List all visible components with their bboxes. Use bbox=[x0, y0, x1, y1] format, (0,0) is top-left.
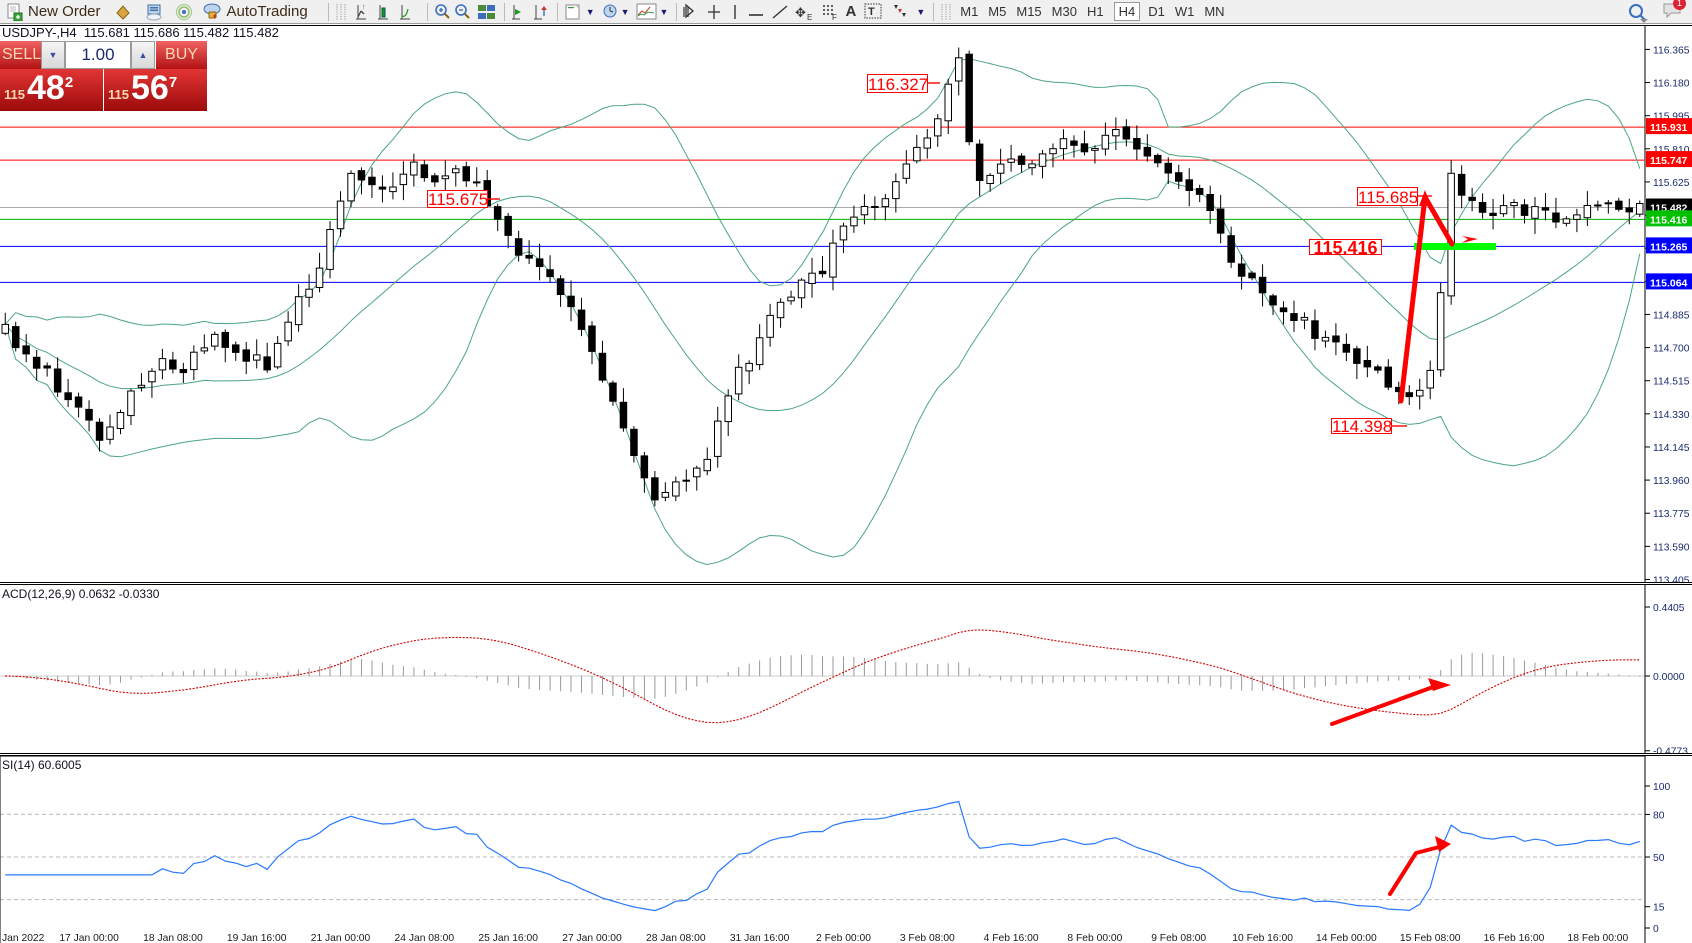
svg-text:10 Feb 16:00: 10 Feb 16:00 bbox=[1232, 933, 1293, 943]
svg-text:0.0000: 0.0000 bbox=[1653, 672, 1685, 683]
svg-text:0: 0 bbox=[1653, 924, 1659, 935]
svg-text:↑: ↑ bbox=[362, 4, 366, 11]
svg-text:50: 50 bbox=[1653, 853, 1665, 864]
svg-text:9 Feb 08:00: 9 Feb 08:00 bbox=[1151, 933, 1206, 943]
svg-text:T: T bbox=[868, 6, 875, 18]
svg-text:8 Feb 00:00: 8 Feb 00:00 bbox=[1067, 933, 1122, 943]
svg-text:14 Feb 00:00: 14 Feb 00:00 bbox=[1316, 933, 1377, 943]
svg-text:F: F bbox=[832, 13, 837, 21]
svg-text:18 Jan 08:00: 18 Jan 08:00 bbox=[143, 933, 203, 943]
svg-text:19 Jan 16:00: 19 Jan 16:00 bbox=[227, 933, 287, 943]
svg-text:27 Jan 00:00: 27 Jan 00:00 bbox=[562, 933, 622, 943]
svg-text:E: E bbox=[807, 13, 812, 21]
svg-text:21 Jan 00:00: 21 Jan 00:00 bbox=[311, 933, 371, 943]
svg-text:18 Feb 00:00: 18 Feb 00:00 bbox=[1568, 933, 1629, 943]
svg-text:15: 15 bbox=[1653, 903, 1665, 914]
svg-text:24 Jan 08:00: 24 Jan 08:00 bbox=[395, 933, 455, 943]
svg-text:Jan 2022: Jan 2022 bbox=[2, 933, 45, 943]
svg-text:28 Jan 08:00: 28 Jan 08:00 bbox=[646, 933, 706, 943]
svg-text:80: 80 bbox=[1653, 810, 1665, 821]
svg-text:100: 100 bbox=[1653, 782, 1670, 793]
svg-text:0.4405: 0.4405 bbox=[1653, 603, 1685, 614]
svg-text:15 Feb 08:00: 15 Feb 08:00 bbox=[1400, 933, 1461, 943]
svg-text:17 Jan 00:00: 17 Jan 00:00 bbox=[59, 933, 119, 943]
svg-text:31 Jan 16:00: 31 Jan 16:00 bbox=[730, 933, 790, 943]
svg-text:✥: ✥ bbox=[795, 5, 806, 20]
svg-text:4 Feb 16:00: 4 Feb 16:00 bbox=[984, 933, 1039, 943]
svg-text:2 Feb 00:00: 2 Feb 00:00 bbox=[816, 933, 871, 943]
svg-text:3 Feb 08:00: 3 Feb 08:00 bbox=[900, 933, 955, 943]
svg-text:16 Feb 16:00: 16 Feb 16:00 bbox=[1484, 933, 1545, 943]
svg-text:25 Jan 16:00: 25 Jan 16:00 bbox=[478, 933, 538, 943]
